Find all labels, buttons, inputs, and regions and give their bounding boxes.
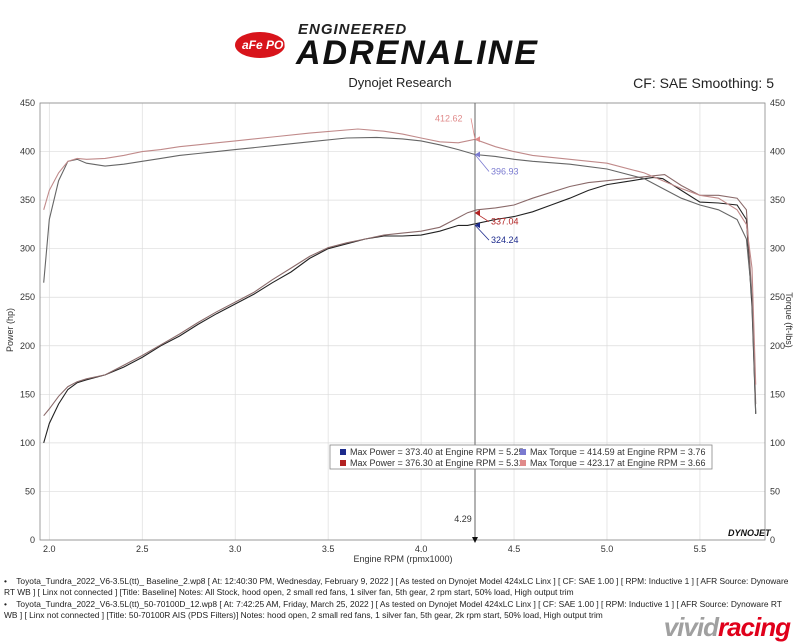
dynojet-mark: DYNOJET xyxy=(728,528,772,538)
plot-frame xyxy=(39,102,766,541)
cursor-value-leader xyxy=(474,212,490,223)
y-tick-label-right: 250 xyxy=(770,292,785,302)
cursor-value-label: 412.62 xyxy=(435,113,463,123)
cursor-value-label: 337.04 xyxy=(491,217,519,227)
afe-power-logo: aFe POWER xyxy=(235,32,296,58)
x-tick-label: 3.0 xyxy=(229,544,242,554)
rpm-cursor-label: 4.29 xyxy=(454,514,472,524)
legend-marker xyxy=(520,449,526,455)
y-tick-label-left: 350 xyxy=(20,195,35,205)
y-tick-label-right: 400 xyxy=(770,147,785,157)
series-layer xyxy=(43,128,757,444)
x-tick-label: 3.5 xyxy=(322,544,335,554)
x-tick-label: 5.5 xyxy=(694,544,707,554)
cursor-layer: 4.29 412.62 396.93 337.04 324.24 xyxy=(435,103,519,543)
y-tick-label-right: 200 xyxy=(770,341,785,351)
series-line xyxy=(43,136,757,414)
x-axis-title: Engine RPM (rpmx1000) xyxy=(353,554,452,564)
series-line xyxy=(43,128,757,385)
note-bullet: • xyxy=(4,576,17,586)
legend-entry: Max Torque = 414.59 at Engine RPM = 3.76 xyxy=(530,447,705,457)
brand-tagline-main: ADRENALINE xyxy=(296,34,539,72)
cursor-value-leader xyxy=(474,224,490,241)
x-tick-label: 4.5 xyxy=(508,544,521,554)
legend-marker xyxy=(520,460,526,466)
legend-entry: Max Power = 376.30 at Engine RPM = 5.31 xyxy=(350,458,524,468)
legend-box: Max Power = 373.40 at Engine RPM = 5.25 M… xyxy=(329,444,713,470)
y-tick-label-left: 450 xyxy=(20,98,35,108)
x-tick-label: 4.0 xyxy=(415,544,428,554)
correction-factor-label: CF: SAE Smoothing: 5 xyxy=(633,75,774,91)
y-axis-title-right: Torque (ft-lbs) xyxy=(784,292,794,348)
legend-entry: Max Power = 373.40 at Engine RPM = 5.25 xyxy=(350,447,524,457)
series-line xyxy=(43,176,757,444)
y-tick-label-right: 300 xyxy=(770,244,785,254)
brand-tagline-top: ENGINEERED xyxy=(298,21,408,38)
legend-entry: Max Torque = 423.17 at Engine RPM = 3.66 xyxy=(530,458,705,468)
y-tick-label-left: 100 xyxy=(20,438,35,448)
y-tick-label-left: 0 xyxy=(30,535,35,545)
cursor-value-leader xyxy=(474,154,490,172)
tick-layer: 0 0 50 50 100 100 150 150 200 200 250 250 300 300 350 3… xyxy=(20,98,785,554)
y-tick-label-left: 250 xyxy=(20,292,35,302)
vividracing-watermark: vividracing xyxy=(663,612,791,643)
chart-title: Dynojet Research xyxy=(348,75,452,90)
y-tick-label-right: 150 xyxy=(770,389,785,399)
legend-marker xyxy=(340,449,346,455)
y-axis-title-left: Power (hp) xyxy=(5,308,15,352)
watermark-accent: racing xyxy=(717,612,791,642)
y-tick-label-left: 300 xyxy=(20,244,35,254)
cursor-value-arrow xyxy=(475,222,480,229)
run-notes-intake-text: Toyota_Tundra_2022_V6-3.5L(tt)_50-70100D… xyxy=(4,599,782,620)
watermark-prefix: vivid xyxy=(663,612,719,642)
cursor-value-leader xyxy=(470,118,476,140)
cursor-value-arrow xyxy=(475,209,480,216)
x-tick-label: 5.0 xyxy=(601,544,614,554)
cursor-value-label: 324.24 xyxy=(491,235,519,245)
cursor-value-arrow xyxy=(475,136,480,143)
cursor-value-label: 396.93 xyxy=(491,167,519,177)
grid xyxy=(40,102,765,541)
rpm-cursor-arrow xyxy=(472,537,478,543)
y-tick-label-left: 150 xyxy=(20,389,35,399)
y-tick-label-left: 200 xyxy=(20,341,35,351)
y-tick-label-left: 400 xyxy=(20,147,35,157)
legend-marker xyxy=(340,460,346,466)
y-tick-label-right: 50 xyxy=(770,486,780,496)
y-tick-label-right: 0 xyxy=(770,535,775,545)
run-notes-baseline: • Toyota_Tundra_2022_V6-3.5L(tt)_ Baseli… xyxy=(4,576,796,598)
x-tick-label: 2.0 xyxy=(43,544,56,554)
run-notes-intake: • Toyota_Tundra_2022_V6-3.5L(tt)_50-7010… xyxy=(4,599,796,621)
cursor-value-arrow xyxy=(475,151,480,158)
note-bullet: • xyxy=(4,599,17,609)
x-tick-label: 2.5 xyxy=(136,544,149,554)
run-notes-baseline-text: Toyota_Tundra_2022_V6-3.5L(tt)_ Baseline… xyxy=(4,576,789,597)
y-tick-label-right: 450 xyxy=(770,98,785,108)
y-tick-label-left: 50 xyxy=(25,486,35,496)
series-line xyxy=(43,174,757,417)
y-tick-label-right: 100 xyxy=(770,438,785,448)
logo-text: aFe POWER xyxy=(242,38,296,52)
dyno-chart: 4.29 412.62 396.93 337.04 324.24 0 0 50 50 100 10… xyxy=(5,98,794,564)
y-tick-label-right: 350 xyxy=(770,195,785,205)
